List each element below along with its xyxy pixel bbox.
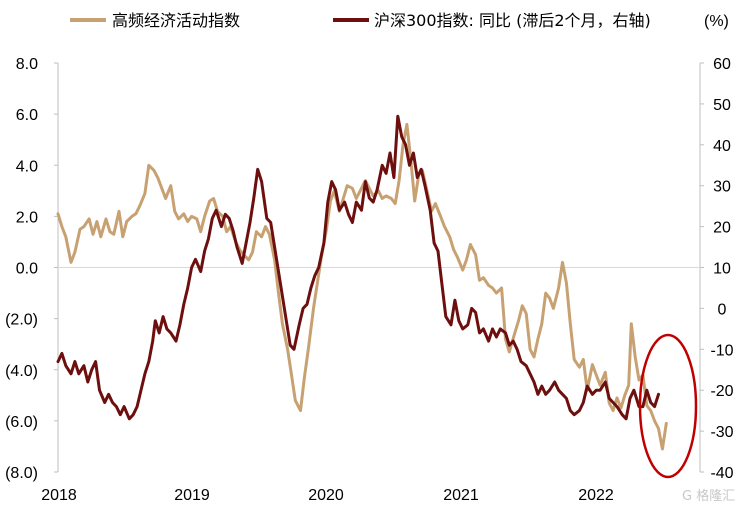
- legend: 高频经济活动指数 沪深300指数: 同比 (滞后2个月，右轴): [70, 11, 651, 30]
- watermark: G 格隆汇: [682, 488, 735, 504]
- series-line-activity-index: [56, 122, 668, 451]
- right-tick-label: -30: [710, 424, 733, 441]
- left-tick-label: 8.0: [16, 56, 38, 73]
- legend-label-activity: 高频经济活动指数: [112, 11, 240, 30]
- right-axis-unit: (%): [704, 13, 729, 30]
- left-tick-label: 4.0: [16, 158, 38, 175]
- x-tick-label: 2022: [578, 487, 614, 504]
- series-line-csi300-yoy: [56, 114, 660, 421]
- left-tick-label: (2.0): [5, 312, 38, 329]
- right-tick-label: 0: [718, 301, 727, 318]
- left-tick-label: 0.0: [16, 261, 38, 278]
- highlight-ellipse: [638, 333, 698, 479]
- left-tick-label: 6.0: [16, 107, 38, 124]
- x-axis-ticks: 2018 2019 2020 2021 2022: [41, 487, 614, 504]
- x-tick-label: 2020: [308, 487, 344, 504]
- left-tick-label: 2.0: [16, 209, 38, 226]
- axes: [57, 63, 701, 472]
- right-tick-label: -40: [710, 465, 733, 482]
- right-tick-label: -10: [710, 342, 733, 359]
- x-tick-label: 2019: [174, 487, 210, 504]
- left-tick-label: (8.0): [5, 465, 38, 482]
- x-tick-label: 2021: [443, 487, 479, 504]
- right-tick-label: 10: [713, 261, 731, 278]
- right-tick-label: 60: [713, 56, 731, 73]
- series-lines: [56, 114, 668, 451]
- left-tick-label: (6.0): [5, 414, 38, 431]
- left-tick-label: (4.0): [5, 363, 38, 380]
- left-y-axis-ticks: 8.0 6.0 4.0 2.0 0.0 (2.0) (4.0) (6.0) (8.0): [5, 56, 58, 482]
- right-y-axis-ticks: 60 50 40 30 20 10 0 -10 -20 -30 -40: [700, 56, 734, 482]
- right-tick-label: 50: [713, 97, 731, 114]
- x-tick-label: 2018: [41, 487, 77, 504]
- legend-label-csi300: 沪深300指数: 同比 (滞后2个月，右轴): [374, 11, 651, 30]
- right-tick-label: 40: [713, 138, 731, 155]
- right-tick-label: 30: [713, 179, 731, 196]
- right-tick-label: 20: [713, 220, 731, 237]
- right-tick-label: -20: [710, 383, 733, 400]
